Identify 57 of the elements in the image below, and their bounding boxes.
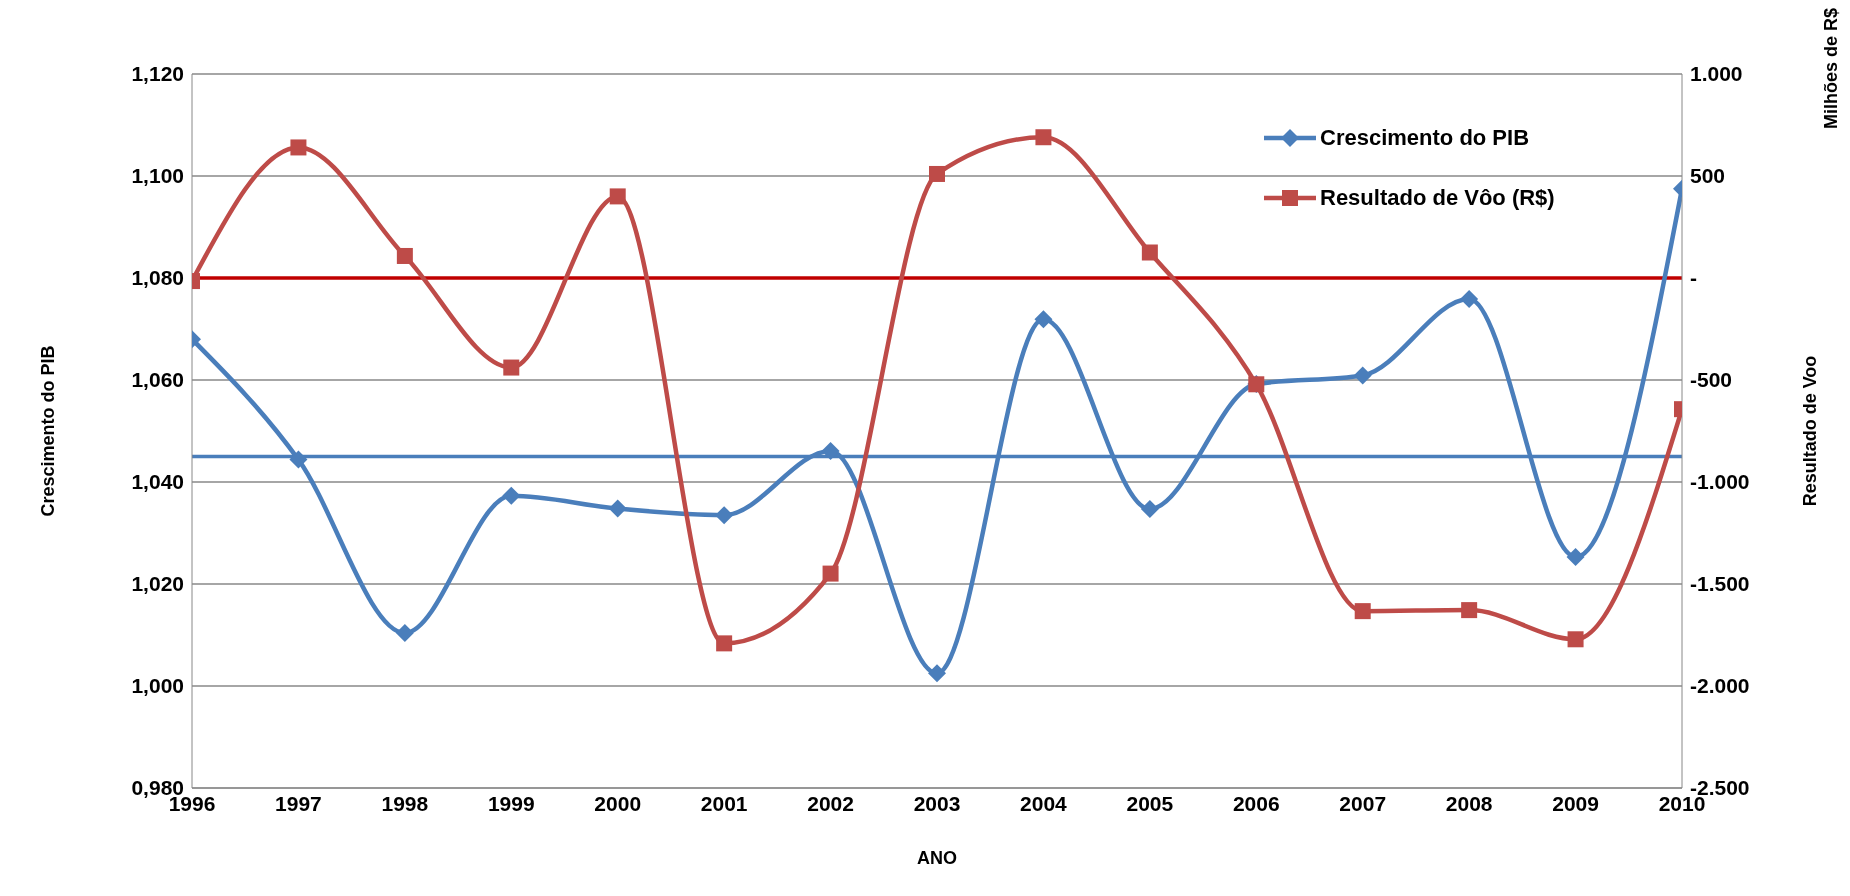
point [1141, 244, 1158, 261]
y2-tick-label: -2.000 [1690, 674, 1750, 698]
point [290, 139, 307, 156]
point [715, 506, 734, 525]
y-tick-label: 1,040 [131, 470, 184, 494]
point [608, 499, 627, 518]
point [396, 247, 413, 264]
y-tick-label: 1,100 [131, 164, 184, 188]
y-tick-label: 1,080 [131, 266, 184, 290]
x-tick-label: 1997 [275, 791, 322, 815]
y-tick-label: 1,060 [131, 368, 184, 392]
x-axis-title: ANO [917, 848, 957, 868]
point [502, 486, 521, 505]
point [1140, 500, 1159, 519]
point [395, 623, 414, 642]
y-tick-label: 1,120 [131, 62, 184, 86]
x-tick-label: 2008 [1445, 791, 1493, 815]
y-tick-label: 1,000 [131, 674, 184, 698]
x-tick-label: 2005 [1126, 791, 1174, 815]
legend-label: Crescimento do PIB [1320, 125, 1530, 151]
point [1567, 631, 1584, 648]
x-tick-label: 2007 [1339, 791, 1387, 815]
y2-tick-label: 1.000 [1690, 62, 1743, 86]
point [822, 565, 839, 582]
x-tick-label: 2001 [700, 791, 748, 815]
legend-label: Resultado de Vôo (R$) [1320, 185, 1555, 211]
text: Milhões de R$ [1820, 8, 1842, 130]
y-tick-label: 1,020 [131, 572, 184, 596]
x-tick-label: 1999 [487, 791, 535, 815]
x-tick-label: 2004 [1020, 791, 1068, 815]
point [821, 441, 840, 460]
x-tick-label: 2009 [1552, 791, 1599, 815]
point [1566, 547, 1585, 566]
point [1035, 129, 1052, 146]
y2-tick-label: -1.500 [1690, 572, 1750, 596]
point [929, 165, 945, 182]
point [503, 359, 520, 376]
point [1461, 602, 1478, 619]
point [1460, 289, 1479, 308]
y2-tick-label: -1.000 [1690, 470, 1750, 494]
x-tick-label: 2002 [807, 791, 854, 815]
x-tick-label: 2003 [913, 791, 961, 815]
point [609, 188, 626, 205]
x-tick-label: 2006 [1232, 791, 1280, 815]
point [1353, 366, 1372, 385]
y2-tick-label: 500 [1690, 164, 1726, 188]
y2-tick-label: -500 [1690, 368, 1733, 392]
point [716, 635, 733, 652]
y2-axis-title: Resultado de Voo [1800, 355, 1821, 507]
x-tick-label: 2000 [594, 791, 642, 815]
y2-tick-label: - [1690, 266, 1697, 290]
x-tick-label: 1998 [381, 791, 429, 815]
point [1034, 310, 1053, 329]
point [928, 664, 946, 683]
point [289, 450, 308, 469]
point [1354, 603, 1371, 620]
y-axis-title: Crescimento do PIB [38, 345, 59, 517]
